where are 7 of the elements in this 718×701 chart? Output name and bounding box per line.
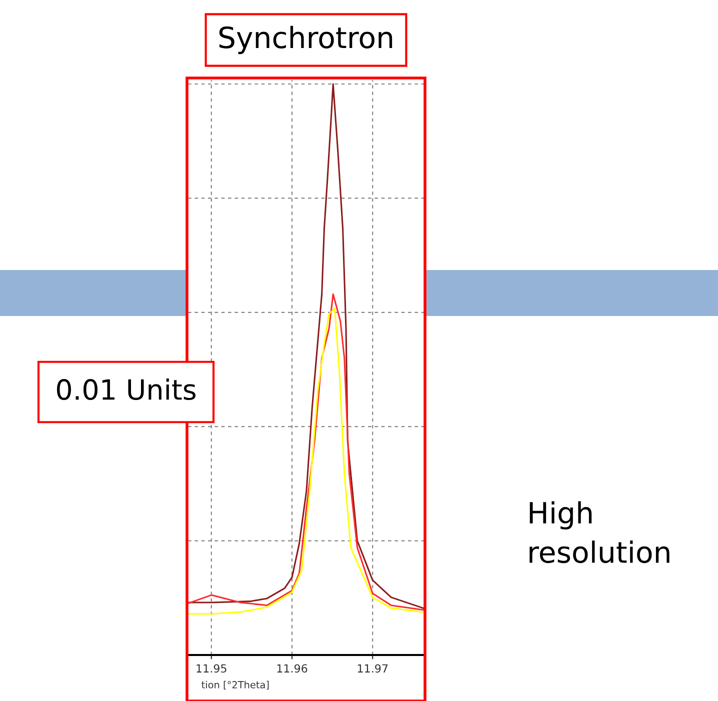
x-tick-label: 11.97 (358, 664, 388, 673)
x-tick-label: 11.95 (196, 664, 226, 673)
text: High resolution (530, 501, 670, 564)
x-tick-label: 11.96 (277, 664, 308, 673)
x-axis-title: tion [°2Theta] (202, 680, 269, 690)
chart-title: Synchrotron (219, 26, 392, 54)
annotation: 0.01 Units (56, 378, 196, 400)
